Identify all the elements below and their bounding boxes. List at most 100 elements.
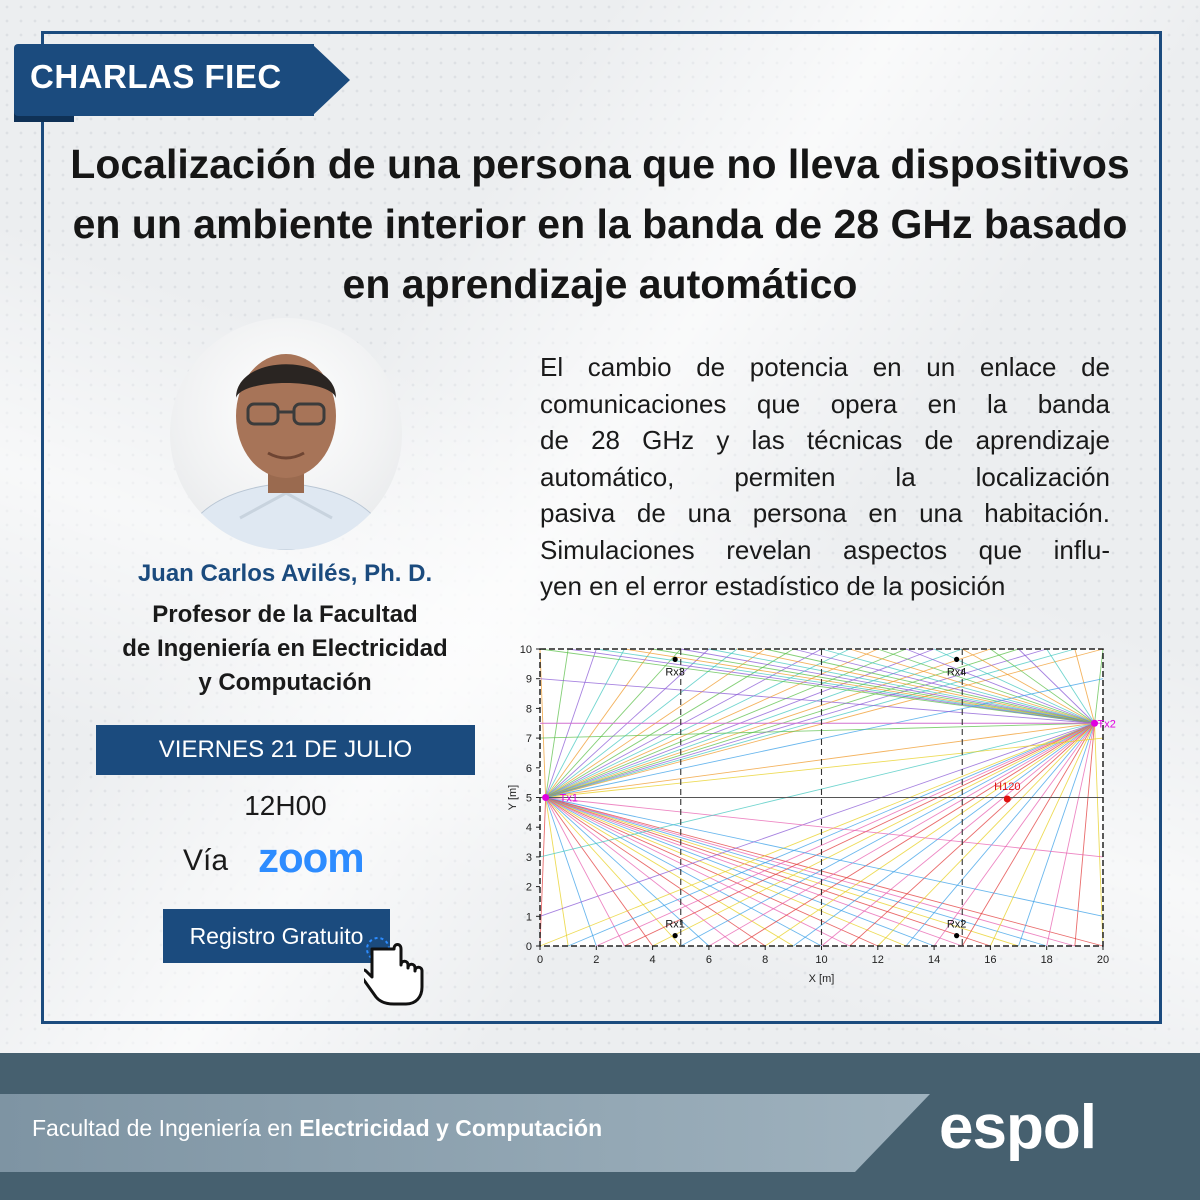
ray-line: [905, 722, 1095, 947]
faculty-name: Facultad de Ingeniería en Electricidad y…: [32, 1115, 602, 1142]
ray-line: [680, 722, 1095, 947]
content-frame: [41, 31, 1162, 1024]
ray-line: [545, 797, 850, 947]
ray-line: [1046, 723, 1095, 947]
y-tick-label: 1: [526, 911, 532, 923]
point-label-rx3: Rx3: [665, 666, 685, 678]
y-tick-label: 4: [526, 822, 532, 834]
series-banner: CHARLAS FIEC: [14, 44, 350, 122]
y-tick-label: 10: [520, 644, 532, 656]
speaker-photo: [170, 318, 402, 550]
ray-line: [652, 648, 1095, 724]
speaker-role-line: y Computación: [198, 669, 372, 696]
faculty-name-prefix: Facultad de Ingeniería en: [32, 1115, 300, 1141]
ray-line: [545, 797, 963, 947]
register-button[interactable]: Registro Gratuito: [163, 909, 390, 963]
point-label-rx4: Rx4: [947, 666, 967, 678]
ray-line: [821, 722, 1095, 947]
via-label: Vía: [183, 844, 229, 877]
ray-line: [989, 723, 1095, 947]
ray-line: [539, 722, 1095, 917]
point-label-rx2: Rx2: [947, 919, 967, 931]
ray-line: [567, 722, 1095, 947]
ray-line: [539, 648, 1095, 724]
y-tick-label: 0: [526, 941, 532, 953]
ray-line: [877, 722, 1095, 947]
ray-line: [708, 648, 1095, 724]
ray-line: [680, 648, 1095, 724]
ray-line: [1074, 723, 1096, 947]
ray-line: [539, 722, 1095, 858]
description-line: El cambio de potencia en un enlace de: [540, 352, 1110, 382]
description-line: pasiva de una persona en una habitación.: [540, 498, 1110, 528]
point-label-rx1: Rx1: [665, 919, 685, 931]
ray-line: [793, 722, 1095, 947]
ray-line: [764, 722, 1095, 947]
banner-label: CHARLAS FIEC: [30, 58, 282, 95]
ray-line: [539, 722, 1095, 798]
y-axis-label: Y [m]: [507, 785, 519, 810]
ray-line: [539, 678, 1095, 724]
ray-line: [1074, 648, 1095, 724]
ray-line: [545, 797, 1075, 947]
event-time: 12H00: [244, 790, 327, 821]
ray-line: [849, 722, 1095, 947]
event-date: VIERNES 21 DE JULIO: [96, 725, 475, 775]
ray-line: [1094, 723, 1104, 947]
y-tick-label: 8: [526, 703, 532, 715]
ray-line: [545, 797, 822, 947]
ray-line: [545, 797, 1047, 947]
y-tick-label: 6: [526, 763, 532, 775]
y-tick-label: 7: [526, 733, 532, 745]
ray-line: [545, 797, 1104, 858]
description-line: comunicaciones que opera en la banda: [540, 388, 1110, 419]
x-tick-label: 18: [1041, 954, 1053, 966]
ray-line: [539, 797, 547, 947]
ray-line: [905, 648, 1095, 724]
description-line: automático, permiten la localización: [540, 461, 1110, 492]
banner-arrow: [312, 44, 350, 116]
point-rx1: [672, 933, 678, 939]
point-label-tx1: Tx1: [560, 793, 578, 805]
x-axis-label: X [m]: [809, 973, 835, 985]
x-tick-label: 12: [872, 954, 884, 966]
ray-line: [545, 737, 1104, 798]
description-line: Simulaciones revelan aspectos que influ-: [540, 534, 1110, 565]
ray-line: [545, 797, 569, 947]
ray-line: [545, 797, 878, 947]
ray-line: [793, 648, 1095, 724]
ray-line: [821, 648, 1095, 724]
y-tick-label: 3: [526, 852, 532, 864]
ray-line: [545, 797, 653, 947]
ray-line: [596, 648, 1095, 724]
ray-line: [1046, 648, 1095, 724]
ray-line: [961, 723, 1095, 947]
ray-line: [736, 648, 1095, 724]
footer-band: [0, 1094, 930, 1172]
point-rx3: [672, 656, 678, 662]
hand-pointer-icon: [364, 937, 424, 1006]
ray-line: [545, 797, 710, 947]
ray-line: [624, 648, 1095, 724]
ray-line: [624, 722, 1095, 947]
x-tick-label: 14: [928, 954, 940, 966]
x-tick-label: 4: [650, 954, 656, 966]
x-tick-label: 16: [984, 954, 996, 966]
ray-line: [545, 797, 625, 947]
ray-line: [539, 722, 1095, 739]
point-tx1: [542, 794, 550, 801]
ray-line: [652, 722, 1095, 947]
zoom-logo: zoom: [258, 834, 365, 881]
ray-line: [568, 648, 1095, 724]
ray-line: [545, 797, 935, 947]
ray-line: [933, 648, 1095, 724]
ray-line: [933, 722, 1095, 947]
point-label-h120: H120: [994, 781, 1020, 793]
point-tx2: [1091, 719, 1099, 727]
ray-line: [539, 722, 1095, 947]
description-line: de 28 GHz y las técnicas de aprendizaje: [540, 425, 1110, 455]
x-tick-label: 2: [593, 954, 599, 966]
y-tick-label: 5: [526, 793, 532, 805]
